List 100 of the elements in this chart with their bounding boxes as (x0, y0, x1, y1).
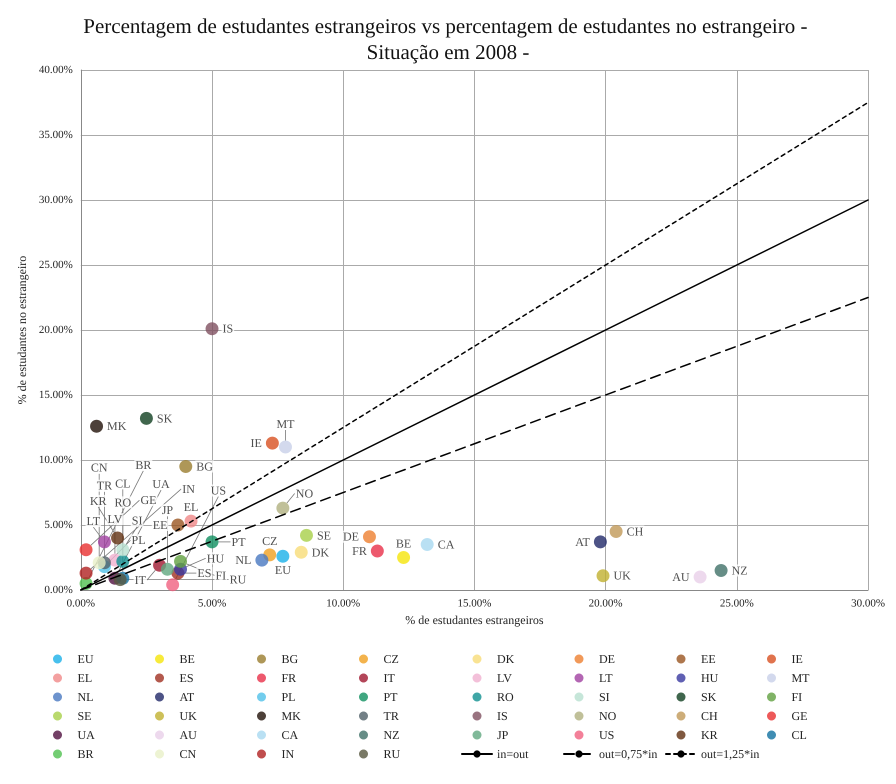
y-tick-label: 20.00% (38, 324, 73, 336)
legend-label: SE (78, 709, 92, 723)
y-tick-label: 30.00% (38, 194, 73, 206)
y-tick-label: 25.00% (38, 259, 73, 271)
legend-label: PL (282, 690, 296, 704)
legend-label: CH (701, 709, 718, 723)
legend-label: in=out (497, 747, 530, 761)
text: AT (575, 534, 590, 549)
text: EE (152, 518, 168, 532)
text: SK (156, 411, 172, 426)
legend-label: IS (497, 709, 508, 723)
legend-label: BE (180, 652, 195, 666)
legend-label: IE (792, 652, 803, 666)
x-tick-label: 15.00% (457, 598, 492, 610)
text: IN (182, 482, 195, 496)
legend-label: BG (282, 652, 299, 666)
text: EL (184, 500, 198, 514)
legend-label: LV (497, 671, 512, 685)
text: DK (312, 545, 330, 560)
legend-label: CA (282, 728, 299, 742)
y-tick-label: 10.00% (38, 454, 73, 466)
text: CH (626, 524, 644, 538)
y-tick-label: 40.00% (38, 64, 73, 76)
x-tick-label: 5.00% (198, 598, 226, 610)
y-tick-label: 5.00% (44, 519, 73, 531)
legend-label: IN (282, 747, 294, 761)
legend-label: TR (384, 709, 399, 723)
text: CA (438, 538, 454, 552)
legend-label: DK (497, 652, 515, 666)
text: IE (250, 436, 262, 450)
text: BR (135, 458, 152, 472)
y-tick-label: 0.00% (44, 584, 73, 596)
text: CL (115, 476, 130, 490)
text: MK (107, 419, 126, 434)
text: KR (90, 494, 107, 508)
legend-label: PT (384, 690, 398, 704)
x-tick-label: 30.00% (851, 598, 886, 610)
legend-label: UK (180, 709, 198, 723)
legend-label: CN (180, 747, 197, 761)
legend-label: HU (701, 671, 719, 685)
text: GE (140, 493, 156, 508)
text: BG (196, 460, 213, 474)
y-axis-title: % de estudantes no estrangeiro (15, 256, 29, 404)
text: AU (672, 570, 690, 584)
text: FR (352, 544, 367, 558)
x-tick-label: 25.00% (720, 598, 754, 610)
legend-label: MK (282, 709, 302, 723)
x-tick-label: 0.00% (66, 598, 96, 610)
legend-label: GE (792, 709, 808, 723)
legend-label: AT (180, 690, 195, 704)
legend-label: out=0,75*in (599, 747, 658, 761)
text: CZ (262, 534, 278, 548)
legend-label: EU (78, 652, 94, 666)
text: RO (114, 495, 132, 510)
text: LV (107, 512, 122, 526)
legend-label: NO (599, 709, 617, 723)
legend-label: US (599, 728, 614, 742)
x-axis-title: % de estudantes estrangeiros (405, 612, 544, 627)
x-tick-label: 20.00% (588, 598, 623, 610)
legend-label: CL (792, 728, 807, 742)
legend-label: EE (701, 652, 716, 666)
text: NZ (732, 564, 748, 578)
legend-label: NL (78, 690, 94, 704)
text: IS (222, 322, 234, 336)
text: BE (396, 536, 412, 550)
text: ES (197, 566, 212, 580)
legend-label: JP (497, 728, 509, 742)
text: SE (316, 528, 331, 542)
legend-label: KR (701, 728, 718, 742)
text: HU (206, 551, 224, 566)
text: IT (134, 573, 146, 588)
text: PT (232, 534, 246, 549)
legend-label: out=1,25*in (701, 747, 760, 761)
legend-label: EL (78, 671, 92, 685)
legend-label: RO (497, 690, 514, 704)
y-tick-label: 15.00% (38, 389, 73, 401)
chart-title: Percentagem de estudantes estrangeiros vs percentagem de estudantes no estrangeiro - Situação em 2008 - (83, 14, 813, 64)
legend-label: MT (792, 671, 810, 685)
text: LT (86, 514, 100, 528)
x-tick-label: 10.00% (326, 598, 360, 610)
text: FI (215, 568, 226, 582)
legend-label: SI (599, 690, 610, 704)
text: JP (162, 503, 174, 518)
text: PL (132, 533, 146, 548)
text: RU (230, 572, 246, 587)
text: CN (90, 460, 108, 475)
y-tick-label: 35.00% (38, 129, 73, 141)
legend-label: SK (701, 690, 717, 704)
legend-label: BR (78, 747, 94, 761)
legend-label: DE (599, 652, 615, 666)
legend-label: ES (180, 671, 194, 685)
text: MT (276, 417, 294, 431)
text: UK (614, 568, 631, 583)
text: SI (132, 514, 142, 528)
legend-label: NZ (384, 728, 400, 742)
legend-label: FI (792, 690, 802, 704)
text: UA (152, 477, 170, 492)
legend-label: AU (180, 728, 198, 742)
legend-label: FR (282, 671, 296, 685)
legend-label: CZ (384, 652, 399, 666)
